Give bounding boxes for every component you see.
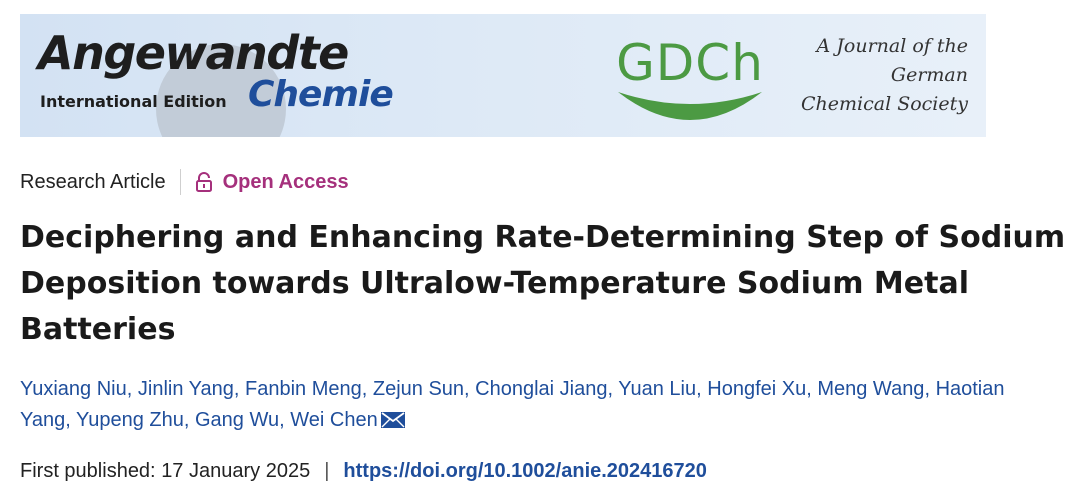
society-tagline: A Journal of the German Chemical Society <box>801 32 968 119</box>
gdch-logo-text: GDCh <box>616 34 764 92</box>
meta-divider <box>179 169 181 195</box>
publication-info: First published: 17 January 2025 | https… <box>20 460 707 483</box>
author-link[interactable]: Zejun Sun <box>372 378 465 400</box>
author-list: Yuxiang Niu, Jinlin Yang, Fanbin Meng, Z… <box>20 378 1005 431</box>
author-link[interactable]: Fanbin Meng <box>245 378 362 400</box>
article-type: Research Article <box>20 170 166 193</box>
gdch-arc-icon <box>618 92 762 120</box>
journal-logo-title: Angewandte <box>38 26 349 80</box>
journal-banner[interactable]: Angewandte International Edition Chemie … <box>20 14 986 137</box>
article-meta: Research Article Open Access <box>20 168 349 196</box>
article-title: Deciphering and Enhancing Rate-Determini… <box>20 220 1066 347</box>
society-line: Chemical Society <box>801 93 968 115</box>
mail-icon[interactable] <box>380 412 405 428</box>
journal-edition: International Edition <box>40 92 227 111</box>
open-access-badge[interactable]: Open Access <box>222 170 349 193</box>
author-link[interactable]: Yuan Liu <box>618 378 697 400</box>
author-link[interactable]: Meng Wang <box>817 378 925 400</box>
gdch-logo: GDCh <box>610 34 770 126</box>
first-published-label: First published: <box>20 460 156 482</box>
first-published-date: 17 January 2025 <box>161 460 311 482</box>
author-link[interactable]: Gang Wu <box>195 409 280 431</box>
society-line: German <box>890 64 968 86</box>
author-link[interactable]: Yuxiang Niu <box>20 378 127 400</box>
author-link[interactable]: Wei Chen <box>290 409 378 431</box>
pub-separator: | <box>324 460 330 482</box>
journal-logo-subtitle: Chemie <box>248 74 394 115</box>
author-link[interactable]: Chonglai Jiang <box>475 378 608 400</box>
lock-open-icon <box>195 172 212 192</box>
society-line: A Journal of the <box>816 35 968 57</box>
author-link[interactable]: Jinlin Yang <box>137 378 234 400</box>
author-link[interactable]: Haotian Yang <box>20 378 1005 431</box>
doi-link[interactable]: https://doi.org/10.1002/anie.202416720 <box>343 460 707 482</box>
author-link[interactable]: Yupeng Zhu <box>76 409 184 431</box>
author-link[interactable]: Hongfei Xu <box>707 378 807 400</box>
